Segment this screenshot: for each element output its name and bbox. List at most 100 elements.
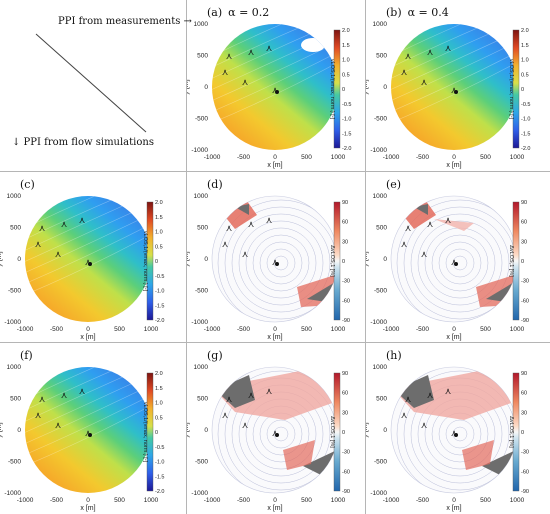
colorbar-tick: 60 (521, 220, 527, 226)
turbine-icon: ⋏ (242, 249, 249, 259)
turbine-icon: ⋏ (248, 219, 255, 229)
x-tick: 1000 (331, 497, 346, 504)
x-tick: 1000 (144, 497, 159, 504)
x-tick: -500 (237, 154, 250, 161)
colorbar (512, 372, 520, 492)
colorbar-tick: -0.5 (155, 445, 164, 451)
y-tick: -1000 (4, 319, 21, 326)
panel-b-title: (b) α = 0.4 (386, 6, 449, 19)
colorbar-tick: 1.5 (155, 215, 163, 221)
turbine-icon: ⋏ (405, 51, 412, 61)
colorbar-tick: 60 (521, 391, 527, 397)
x-tick: 0 (86, 497, 90, 504)
turbine-markers: ⋏ ⋏ ⋏ ⋏ ⋏ ⋏ (401, 215, 458, 267)
colorbar-tick: 0 (521, 87, 524, 93)
x-tick: -1000 (17, 497, 34, 504)
panel-b: (b) α = 0.4 ⋏ ⋏ ⋏ ⋏ ⋏ ⋏ -1000 -500 0 500 1000 x [m] 10… (366, 6, 530, 169)
x-tick: -500 (416, 326, 429, 333)
y-tick: -1000 (191, 490, 208, 497)
colorbar-tick: -1.5 (155, 303, 164, 309)
panel-f-label: (f) (20, 349, 33, 362)
y-tick: 1000 (7, 193, 22, 200)
colorbar-tick: 1.5 (155, 386, 163, 392)
contour-lines (217, 199, 338, 322)
colorbar-tick: -2.0 (342, 146, 351, 152)
turbine-markers: ⋏ ⋏ ⋏ ⋏ ⋏ ⋏ (401, 43, 458, 95)
colorbar-tick: -2.0 (521, 146, 530, 152)
x-axis-label: x [m] (267, 334, 282, 341)
ppi-disc (25, 367, 151, 493)
turbine-icon: ⋏ (451, 85, 458, 95)
colorbar-tick: -30 (521, 450, 529, 456)
x-tick: 500 (301, 154, 312, 161)
x-tick: 500 (480, 497, 491, 504)
y-tick: 1000 (194, 21, 209, 28)
x-tick: 0 (273, 154, 277, 161)
y-tick: -500 (8, 459, 21, 466)
y-tick: 1000 (373, 364, 388, 371)
colorbar-label: vLOS,1/(vmax, norm.) [-] (329, 59, 335, 120)
colorbar-tick: 30 (521, 410, 527, 416)
y-axis-label: y [m] (0, 422, 3, 437)
turbine-icon: ⋏ (242, 420, 249, 430)
x-tick: -1000 (204, 497, 221, 504)
divider-v2 (365, 0, 366, 514)
y-tick: 1000 (373, 193, 388, 200)
x-tick: 1000 (510, 326, 525, 333)
lidar-icon (88, 262, 92, 266)
x-tick: -500 (237, 497, 250, 504)
y-axis-label: y [m] (187, 422, 190, 437)
colorbar-tick: -1.0 (155, 289, 164, 295)
x-tick: 0 (452, 326, 456, 333)
panel-e: (e) ⋏ ⋏ ⋏ ⋏ ⋏ ⋏ -1000 -500 0 500 1000 x [m] 1000 500 0 -… (366, 178, 529, 341)
turbine-icon: ⋏ (401, 410, 408, 420)
x-tick: 500 (301, 497, 312, 504)
y-tick: 0 (383, 84, 387, 91)
divider-h1 (0, 171, 550, 172)
turbine-icon: ⋏ (242, 77, 249, 87)
turbine-icon: ⋏ (451, 257, 458, 267)
y-axis-label: y [m] (187, 251, 190, 266)
corner-diagonal (35, 33, 147, 133)
y-tick: 0 (204, 84, 208, 91)
turbine-icon: ⋏ (226, 51, 233, 61)
divider-v1 (186, 0, 187, 514)
x-tick: 500 (301, 326, 312, 333)
x-tick: -500 (237, 326, 250, 333)
x-tick: -1000 (204, 154, 221, 161)
panel-g: (g) ⋏ ⋏ ⋏ ⋏ ⋏ ⋏ -1000 -500 0 500 1000 x [m] 1000 500 0 -… (187, 349, 350, 512)
panel-c-label: (c) (20, 178, 35, 191)
y-tick: 500 (376, 225, 387, 232)
panel-e-label: (e) (386, 178, 401, 191)
data-gap (301, 38, 325, 52)
contour-lines (396, 199, 517, 322)
panel-d-title: (d) (207, 178, 223, 191)
colorbar-tick: 0 (521, 259, 524, 265)
colorbar-tick: -90 (521, 489, 529, 495)
lidar-icon (275, 262, 279, 266)
y-tick: -1000 (4, 490, 21, 497)
colorbar-tick: 2.0 (155, 200, 163, 206)
x-tick: -1000 (383, 154, 400, 161)
x-tick: -500 (50, 497, 63, 504)
turbine-icon: ⋏ (445, 386, 452, 396)
colorbar-label: vLOS,1/(vmax, norm.) [-] (142, 402, 148, 463)
turbine-markers: ⋏ ⋏ ⋏ ⋏ ⋏ ⋏ (35, 215, 92, 267)
colorbar-tick: 30 (342, 410, 348, 416)
turbine-icon: ⋏ (445, 43, 452, 53)
x-tick: 500 (480, 326, 491, 333)
colorbar-label: vLOS,1/(vmax, norm.) [-] (142, 231, 148, 292)
colorbar-tick: 1.5 (342, 43, 350, 49)
y-tick: 0 (17, 256, 21, 263)
y-tick: 500 (197, 225, 208, 232)
y-axis-label: y [m] (187, 79, 190, 94)
x-tick: -1000 (383, 497, 400, 504)
x-axis-label: x [m] (267, 505, 282, 512)
turbine-icon: ⋏ (272, 85, 279, 95)
colorbar-tick: 1.0 (521, 58, 529, 64)
y-tick: -1000 (370, 490, 387, 497)
colorbar-label: ΔvLOS,1 [%] (329, 416, 335, 448)
turbine-icon: ⋏ (405, 394, 412, 404)
colorbar-tick: 0.5 (155, 244, 163, 250)
y-tick: -500 (195, 459, 208, 466)
